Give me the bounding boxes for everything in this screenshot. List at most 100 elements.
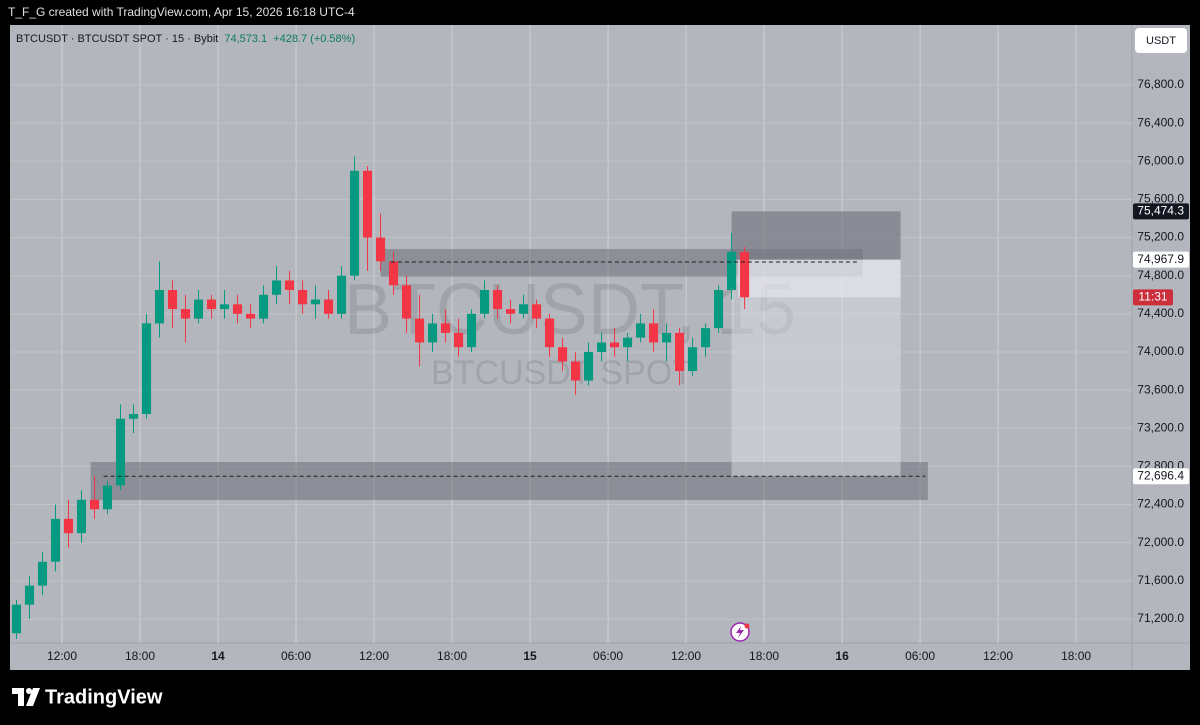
candle-body <box>401 285 412 319</box>
x-tick-label: 18:00 <box>749 649 779 663</box>
y-tick-label: 72,400.0 <box>1137 497 1184 511</box>
y-tick-label: 76,400.0 <box>1137 115 1184 129</box>
change: +428.7 (+0.58%) <box>273 33 355 45</box>
candle-body <box>180 309 191 319</box>
candle-body <box>258 294 269 319</box>
countdown-box <box>1133 289 1173 306</box>
brand-logo <box>12 688 40 706</box>
x-tick-label: 12:00 <box>671 649 701 663</box>
candle-body <box>427 323 438 343</box>
x-tick-label: 12:00 <box>983 649 1013 663</box>
candle-body <box>597 342 607 352</box>
candle-body <box>544 318 555 348</box>
x-tick-label: 18:00 <box>1061 649 1091 663</box>
symbol: BTCUSDT · BTCUSDT SPOT · 15 · Bybit <box>16 33 218 45</box>
candle-body <box>128 413 139 419</box>
candle-body <box>154 289 165 324</box>
candle-body <box>167 289 178 310</box>
candle-body <box>662 332 672 343</box>
candle-body <box>141 323 152 414</box>
candle-body <box>24 585 35 605</box>
y-tick-label: 71,600.0 <box>1137 573 1184 587</box>
currency[interactable]: USDT <box>1146 35 1176 47</box>
candle-body <box>37 561 48 586</box>
event-icon-bolt <box>736 626 744 638</box>
candle-body <box>675 332 685 372</box>
brand-name: TradingView <box>45 686 163 708</box>
price-label: 74,967.9 <box>1137 252 1184 266</box>
candle-body <box>623 337 633 348</box>
x-tick-label: 12:00 <box>359 649 389 663</box>
logo-mark <box>12 688 24 706</box>
candle-body <box>727 251 737 290</box>
candle-body <box>271 280 282 295</box>
x-tick-label: 06:00 <box>281 649 311 663</box>
y-tick-label: 75,200.0 <box>1137 230 1184 244</box>
zone <box>90 462 928 500</box>
y-tick-label: 76,000.0 <box>1137 153 1184 167</box>
candle-body <box>297 289 308 305</box>
candle-body <box>284 280 295 290</box>
x-tick-label: 14 <box>211 649 225 663</box>
y-tick-label: 71,200.0 <box>1137 611 1184 625</box>
y-tick-label: 73,200.0 <box>1137 420 1184 434</box>
candle-body <box>688 347 698 372</box>
candle-body <box>636 323 646 338</box>
candle-body <box>50 518 61 562</box>
candle-body <box>11 604 22 634</box>
candle-body <box>232 304 243 314</box>
zone <box>731 211 901 260</box>
candle-body <box>336 275 347 314</box>
page-header: T_F_G created with TradingView.com, Apr … <box>8 5 355 19</box>
countdown: 11:31 <box>1138 289 1167 303</box>
candle-body <box>323 299 334 314</box>
price-label-box <box>1133 468 1189 485</box>
candle-body <box>479 289 490 314</box>
y-tick-label: 74,800.0 <box>1137 268 1184 282</box>
logo-mark <box>26 688 32 694</box>
candle-body <box>193 299 204 319</box>
candle-body <box>518 304 529 314</box>
candle-body <box>219 304 230 310</box>
last-price: 74,573.1 <box>224 33 267 45</box>
x-tick-label: 18:00 <box>125 649 155 663</box>
candle-body <box>610 342 620 348</box>
candle-body <box>505 309 516 314</box>
x-tick-label: 12:00 <box>47 649 77 663</box>
x-tick-label: 18:00 <box>437 649 467 663</box>
candle-body <box>310 299 321 305</box>
candle-body <box>388 261 399 286</box>
candle-body <box>375 237 386 262</box>
candle-body <box>76 499 87 534</box>
logo-mark <box>26 688 40 706</box>
y-tick-label: 72,000.0 <box>1137 535 1184 549</box>
candle-body <box>557 347 568 362</box>
zone <box>738 259 901 298</box>
candle-body <box>362 170 373 238</box>
candle-body <box>102 485 113 510</box>
candle-body <box>453 332 464 348</box>
candle-body <box>531 304 542 319</box>
price-label-box <box>1133 251 1189 268</box>
candle-body <box>740 251 750 298</box>
currency-button[interactable] <box>1135 28 1187 53</box>
candle-body <box>440 323 451 333</box>
price-label: 72,696.4 <box>1137 468 1184 482</box>
candle-body <box>115 418 126 486</box>
candle-body <box>349 170 360 276</box>
candle-body <box>584 351 594 381</box>
candle-body <box>466 313 477 348</box>
x-tick-label: 06:00 <box>593 649 623 663</box>
price-label-box <box>1133 203 1189 220</box>
candle-body <box>701 328 711 348</box>
y-tick-label: 73,600.0 <box>1137 382 1184 396</box>
event-dot <box>744 623 750 629</box>
x-tick-label: 16 <box>835 649 849 663</box>
candle-body <box>206 299 217 310</box>
y-tick-label: 74,000.0 <box>1137 344 1184 358</box>
candle-body <box>714 289 724 329</box>
candle-body <box>649 323 659 343</box>
candle-body <box>492 289 503 310</box>
price-label: 75,474.3 <box>1137 204 1184 218</box>
price-axis <box>1132 25 1190 670</box>
